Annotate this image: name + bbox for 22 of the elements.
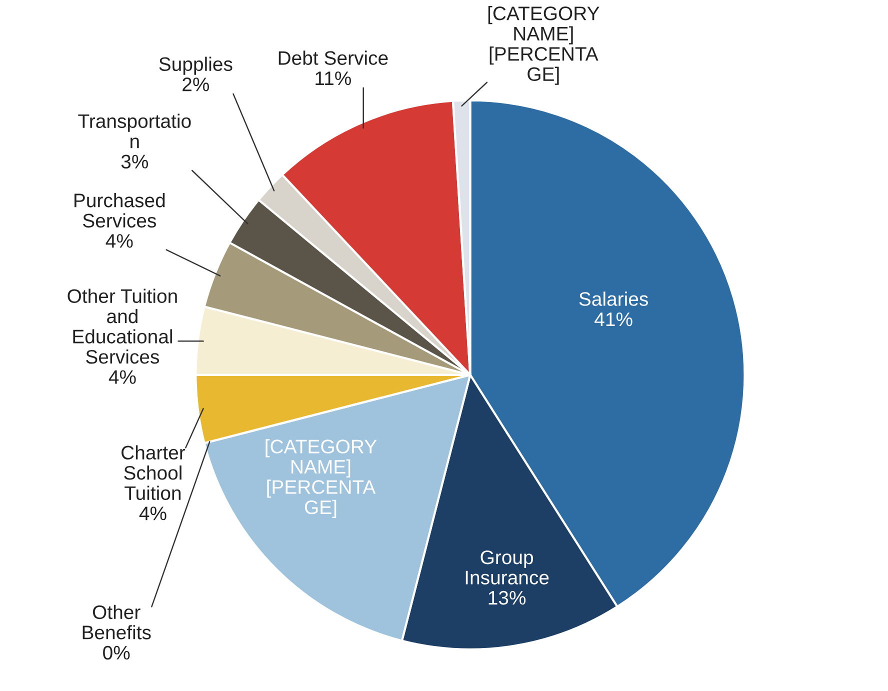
data-label: 2%: [182, 78, 210, 92]
slice-label: Transportatio n: [78, 114, 191, 148]
data-label: 3%: [121, 154, 148, 169]
slice-label: Other Tuition and Educational Services: [68, 288, 177, 364]
data-label: 4%: [108, 370, 136, 384]
data-label: [PERCENTA GE]: [490, 46, 598, 85]
slice-label: Debt Service: [278, 50, 388, 65]
slice-label: Salaries: [579, 292, 648, 306]
text: 0%: [103, 646, 130, 660]
data-label: 13%: [488, 590, 526, 605]
data-label: 4%: [139, 506, 166, 520]
data-label: 11%: [316, 71, 351, 86]
data-label: 41%: [594, 312, 632, 326]
data-label: 4%: [106, 234, 133, 248]
slice-label: Group Insurance: [466, 550, 549, 584]
slice-label: [CATEGORY NAME]: [266, 439, 377, 478]
slice-label: Supplies: [159, 56, 232, 75]
category-label: Other Benefits: [82, 604, 151, 640]
data-label: [PERCENTA GE]: [267, 480, 376, 518]
slice-label: Purchased Services: [74, 193, 165, 228]
slice-label: Charter School Tuition: [122, 445, 186, 500]
slice-label: [CATEGORY NAME]: [488, 6, 600, 44]
